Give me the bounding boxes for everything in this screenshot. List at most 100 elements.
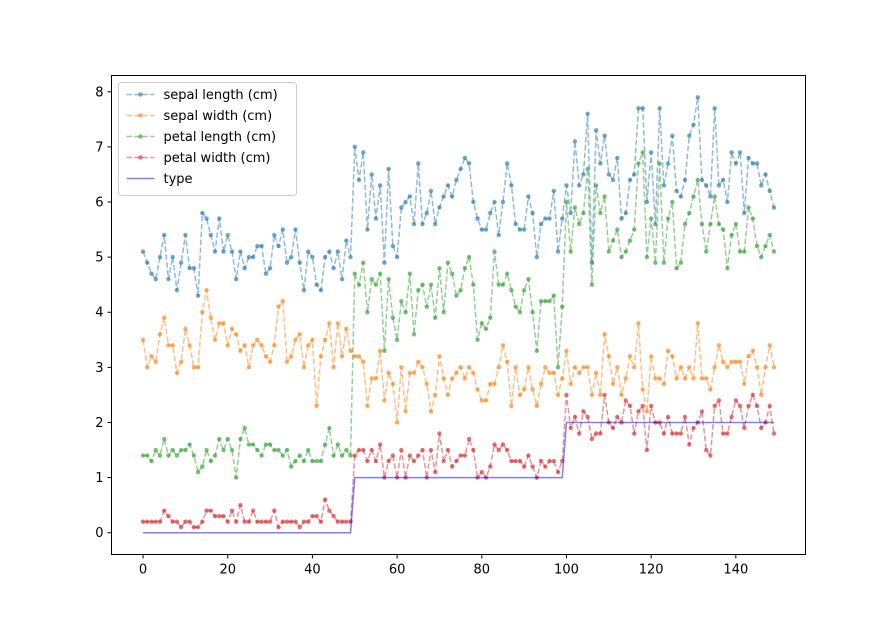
data-point <box>530 310 535 315</box>
data-point <box>691 122 696 128</box>
data-point <box>352 453 357 458</box>
data-point <box>619 392 624 398</box>
data-point <box>763 243 768 249</box>
data-point <box>530 464 535 469</box>
data-point <box>229 326 235 331</box>
data-point <box>632 365 637 370</box>
data-point <box>521 464 527 469</box>
data-point <box>564 199 569 205</box>
data-point <box>433 469 438 475</box>
data-point <box>174 370 180 376</box>
data-point <box>737 359 743 365</box>
data-point <box>636 161 641 166</box>
data-point <box>267 442 273 447</box>
data-point <box>191 265 197 271</box>
data-point <box>297 260 302 265</box>
data-point <box>521 387 527 392</box>
data-point <box>297 332 302 337</box>
data-point <box>310 337 315 342</box>
data-point <box>488 210 493 216</box>
data-point <box>162 232 167 238</box>
data-point <box>445 183 451 188</box>
data-point <box>771 365 777 370</box>
data-point <box>615 365 620 370</box>
data-point <box>644 254 650 260</box>
data-point <box>551 370 556 376</box>
data-point <box>466 254 472 260</box>
data-point <box>500 442 506 447</box>
data-point <box>733 398 739 403</box>
data-point <box>538 299 544 304</box>
data-point <box>729 414 734 420</box>
data-point <box>530 210 535 216</box>
data-point <box>475 216 480 221</box>
data-point <box>339 354 345 359</box>
data-point <box>560 216 565 221</box>
data-point <box>458 453 463 458</box>
data-point <box>746 403 751 409</box>
data-point <box>488 315 493 320</box>
data-point <box>225 436 230 442</box>
data-point <box>712 106 717 111</box>
data-point <box>759 254 764 260</box>
data-point <box>644 447 650 453</box>
data-point <box>568 425 573 431</box>
data-point <box>657 106 662 111</box>
data-point <box>331 513 336 519</box>
data-point <box>420 447 425 453</box>
data-point <box>386 370 391 376</box>
data-point <box>504 161 510 166</box>
data-point <box>589 282 595 287</box>
data-point <box>750 348 755 354</box>
x-axis: 0 20 40 60 80 100 120 140 <box>139 554 748 578</box>
data-point <box>479 469 484 475</box>
data-point <box>428 447 434 453</box>
data-point <box>496 282 501 287</box>
data-point <box>640 150 645 155</box>
data-point <box>289 519 294 524</box>
x-tick-label: 60 <box>389 563 406 578</box>
data-point <box>742 210 747 216</box>
data-point <box>767 403 772 409</box>
data-point <box>259 243 264 249</box>
data-point <box>174 288 180 293</box>
data-point <box>475 337 480 342</box>
data-point <box>208 458 213 464</box>
legend-label: sepal width (cm) <box>164 109 273 124</box>
data-point <box>267 265 273 271</box>
data-point <box>250 442 256 447</box>
data-point <box>754 365 760 370</box>
data-point <box>547 216 552 221</box>
data-point <box>276 525 281 530</box>
data-point <box>479 321 484 326</box>
data-point <box>670 199 675 205</box>
data-point <box>356 177 362 183</box>
data-point <box>742 425 747 431</box>
data-point <box>526 276 531 282</box>
data-point <box>492 381 497 387</box>
data-point <box>352 144 357 150</box>
data-point <box>449 271 455 276</box>
data-point <box>322 497 328 502</box>
data-point <box>454 458 459 464</box>
data-point <box>661 431 667 436</box>
data-point <box>229 249 235 254</box>
data-point <box>543 365 548 370</box>
data-point <box>390 381 396 387</box>
data-point <box>517 392 523 398</box>
data-point <box>615 155 620 161</box>
data-point <box>687 365 692 370</box>
data-point <box>704 183 709 188</box>
data-point <box>403 199 408 205</box>
data-point <box>217 436 222 442</box>
data-point <box>403 310 408 315</box>
data-point <box>466 436 472 442</box>
data-point <box>369 447 374 453</box>
data-point <box>339 276 345 282</box>
data-point <box>632 172 637 177</box>
data-point <box>305 519 311 524</box>
data-point <box>433 221 438 227</box>
x-tick-label: 120 <box>639 563 664 578</box>
y-tick-label: 1 <box>95 471 103 486</box>
legend-label: petal width (cm) <box>164 151 271 166</box>
